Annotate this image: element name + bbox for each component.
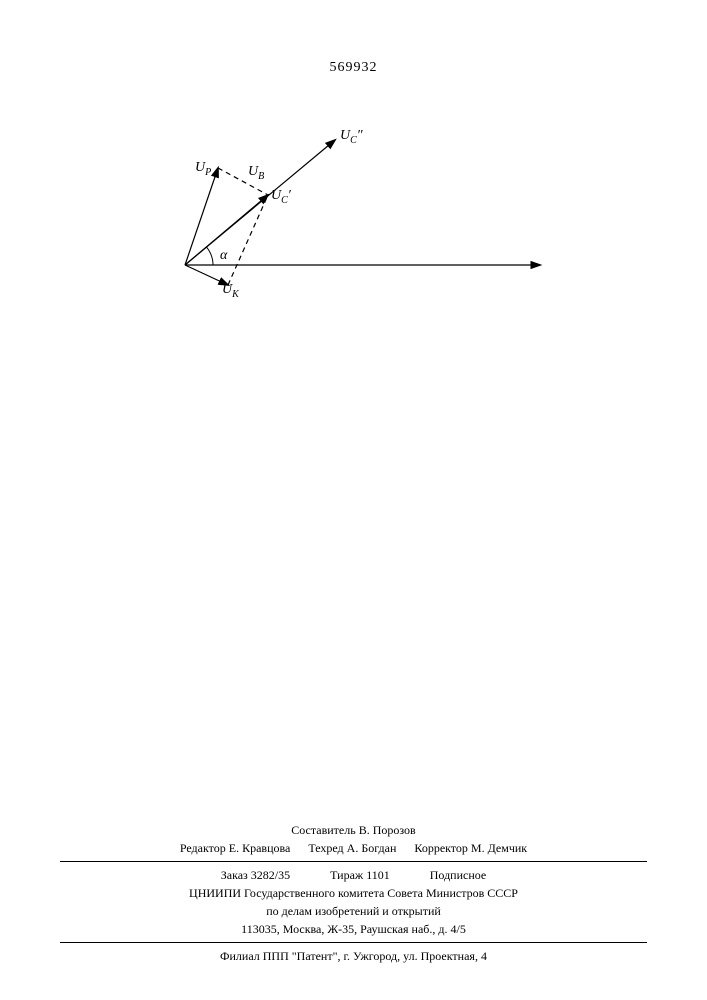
label-up: UP	[195, 160, 211, 178]
address: 113035, Москва, Ж-35, Раушская наб., д. …	[60, 920, 647, 938]
subscription: Подписное	[430, 866, 487, 884]
label-uc-double-prime: UC″	[340, 128, 363, 146]
techred: Техред А. Богдан	[308, 839, 396, 857]
corrector: Корректор М. Демчик	[414, 839, 527, 857]
org-line-1: ЦНИИПИ Государственного комитета Совета …	[60, 884, 647, 902]
label-alpha: α	[220, 248, 227, 264]
print-row: Заказ 3282/35 Тираж 1101 Подписное	[60, 866, 647, 884]
order-no: Заказ 3282/35	[221, 866, 290, 884]
vector-diagram: UC″ UC′ UP UB UK α	[140, 120, 560, 320]
branch: Филиал ППП "Патент", г. Ужгород, ул. Про…	[60, 947, 647, 965]
page-number: 569932	[330, 60, 378, 76]
org-line-2: по делам изобретений и открытий	[60, 902, 647, 920]
tirazh: Тираж 1101	[330, 866, 390, 884]
label-uk: UK	[222, 282, 239, 300]
divider-2	[60, 942, 647, 943]
editor: Редактор Е. Кравцова	[180, 839, 290, 857]
composer: Составитель В. Порозов	[60, 821, 647, 839]
divider-1	[60, 861, 647, 862]
label-uc-prime: UC′	[271, 188, 291, 206]
label-ub: UB	[248, 164, 264, 182]
footer: Составитель В. Порозов Редактор Е. Кравц…	[0, 821, 707, 1000]
credits-row: Редактор Е. Кравцова Техред А. Богдан Ко…	[60, 839, 647, 857]
